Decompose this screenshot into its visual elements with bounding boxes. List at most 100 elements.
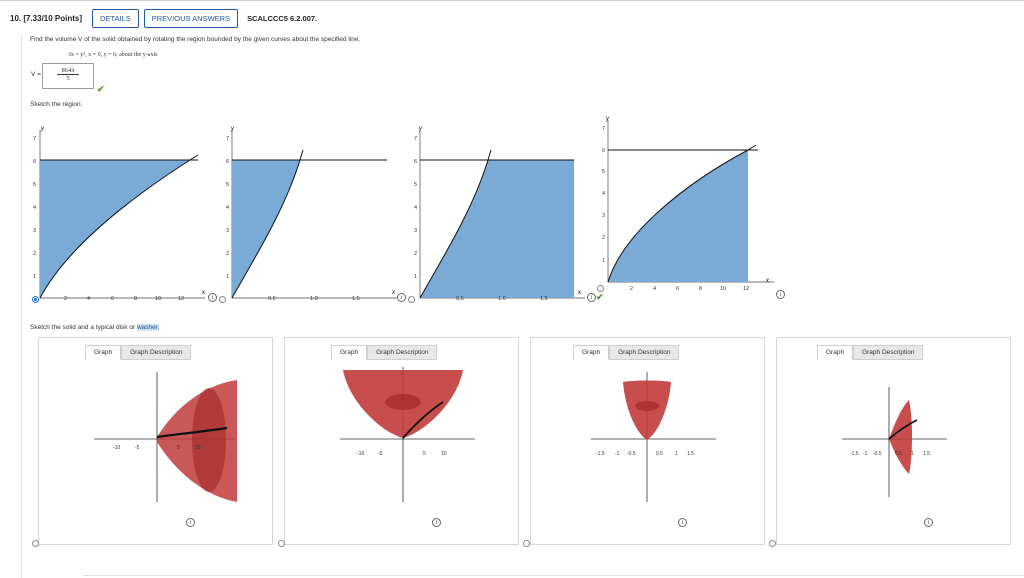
question-code: SCALCCC5 6.2.007.: [247, 13, 318, 23]
solid-panel-3: Graph Graph Description -1.5 -1 -0.5 0.5…: [530, 337, 765, 545]
solid-graph-4: -1.5 -1 -0.5 0.5 1 1.5: [842, 387, 947, 497]
y-axis-label: y: [230, 126, 235, 132]
check-icon: ✔: [596, 292, 604, 302]
y-tick: 3: [226, 228, 229, 234]
x-tick: 10: [720, 286, 726, 292]
x-tick: -10: [357, 451, 364, 457]
solid-graph-3: -1.5 -1 -0.5 0.5 1 1.5: [591, 372, 716, 502]
x-tick: 1.0: [310, 296, 318, 302]
info-icon[interactable]: i: [587, 293, 596, 302]
question-number: 10. [7.33/10 Points]: [10, 13, 83, 23]
sketch-solid-label: Sketch the solid and a typical disk or w…: [30, 324, 160, 331]
tab-graph-description[interactable]: Graph Description: [121, 345, 192, 360]
y-tick: 3: [602, 213, 605, 219]
x-tick: -1.5: [596, 451, 605, 457]
x-tick: 1.5: [687, 451, 694, 457]
x-axis-label: x: [765, 278, 770, 284]
x-tick: 0.5: [456, 296, 464, 302]
x-tick: 1.5: [923, 451, 930, 457]
y-tick: 1: [414, 274, 417, 280]
y-tick: 2: [226, 251, 229, 257]
y-tick: 6: [602, 148, 605, 154]
y-tick: 7: [33, 136, 36, 142]
region-graph-3: y x 1 2 3 4 5 6 7 0.5 1.0 1.5: [414, 126, 585, 302]
y-tick: 6: [33, 159, 36, 165]
x-tick: 12: [743, 286, 749, 292]
y-tick: 6: [226, 159, 229, 165]
info-icon[interactable]: i: [208, 293, 217, 302]
x-tick: -1: [863, 451, 868, 457]
y-tick: 6: [414, 159, 417, 165]
solid-option-1-radio[interactable]: [32, 540, 39, 547]
x-tick: -0.5: [627, 451, 636, 457]
x-tick: 4: [653, 286, 656, 292]
info-icon[interactable]: i: [924, 518, 933, 527]
info-icon[interactable]: i: [678, 518, 687, 527]
x-tick: 1: [911, 451, 914, 457]
x-tick: -10: [113, 445, 120, 451]
tab-graph[interactable]: Graph: [817, 345, 854, 360]
solid-option-3-radio[interactable]: [523, 540, 530, 547]
x-tick: 1.5: [540, 296, 548, 302]
y-tick: 5: [226, 182, 229, 188]
info-icon[interactable]: i: [432, 518, 441, 527]
problem-prompt: Find the volume V of the solid obtained …: [30, 36, 361, 43]
info-icon[interactable]: i: [397, 293, 406, 302]
tab-graph[interactable]: Graph: [85, 345, 122, 360]
solid-option-4-radio[interactable]: [769, 540, 776, 547]
region-option-1-radio[interactable]: [32, 296, 39, 303]
x-tick: -5: [378, 451, 383, 457]
sketch-solid-label-highlight: washer.: [136, 324, 160, 331]
y-axis-label: y: [605, 116, 610, 122]
y-tick: 3: [33, 228, 36, 234]
y-tick: 1: [33, 274, 36, 280]
top-divider: [0, 0, 1024, 1]
details-button[interactable]: DETAILS: [92, 8, 139, 28]
y-tick: 2: [414, 251, 417, 257]
volume-answer-field[interactable]: 864π 5: [42, 63, 94, 89]
region-graph-2: y x 1 2 3 4 5 6 7 0.5 1.0 1.5: [226, 126, 397, 302]
problem-equation: 3x = y², x = 0, y = 6; about the y-axis: [68, 52, 158, 58]
volume-label: V =: [31, 71, 41, 78]
info-icon[interactable]: i: [776, 290, 785, 299]
solid-panel-2: Graph Graph Description -10 -5 5 10 i: [284, 337, 519, 545]
answer-numerator: 864π: [61, 67, 75, 74]
x-tick: 1.5: [352, 296, 360, 302]
y-tick: 2: [33, 251, 36, 257]
question-header: 10. [7.33/10 Points] DETAILS PREVIOUS AN…: [10, 8, 317, 28]
solid-panel-1: Graph Graph Description -10 -5 5 10 i: [38, 337, 273, 545]
x-axis-label: x: [577, 290, 582, 296]
y-tick: 4: [226, 205, 229, 211]
region-option-4-radio[interactable]: [597, 285, 604, 292]
sketch-solid-label-text: Sketch the solid and a typical disk or: [30, 324, 137, 331]
region-option-2-radio[interactable]: [219, 296, 226, 303]
y-tick: 5: [33, 182, 36, 188]
tab-graph-description[interactable]: Graph Description: [609, 345, 680, 360]
tab-graph[interactable]: Graph: [573, 345, 610, 360]
y-tick: 7: [602, 126, 605, 132]
tab-graph-description[interactable]: Graph Description: [853, 345, 924, 360]
x-tick: 0.5: [895, 451, 902, 457]
info-icon[interactable]: i: [186, 518, 195, 527]
y-tick: 4: [33, 205, 36, 211]
tab-graph[interactable]: Graph: [331, 345, 368, 360]
region-graph-4: y x 1 2 3 4 5 6 7 2 4 6 8 10 12: [602, 116, 774, 292]
answer-fraction: 864π 5: [43, 67, 93, 82]
tab-graph-description[interactable]: Graph Description: [367, 345, 438, 360]
x-tick: 10: [441, 451, 447, 457]
x-tick: 0.5: [268, 296, 276, 302]
x-tick: 6: [676, 286, 679, 292]
solid-graph-1: -10 -5 5 10: [94, 372, 237, 502]
x-tick: -1: [615, 451, 620, 457]
previous-answers-button[interactable]: PREVIOUS ANSWERS: [143, 8, 239, 28]
y-tick: 7: [226, 136, 229, 142]
x-tick: 12: [178, 296, 184, 302]
x-tick: 8: [134, 296, 137, 302]
answer-denominator: 5: [57, 74, 79, 82]
y-tick: 1: [602, 258, 605, 264]
region-option-3-radio[interactable]: [408, 296, 415, 303]
solid-option-2-radio[interactable]: [278, 540, 285, 547]
sketch-region-label: Sketch the region.: [30, 101, 83, 108]
y-axis-label: y: [418, 126, 423, 132]
y-tick: 5: [602, 169, 605, 175]
